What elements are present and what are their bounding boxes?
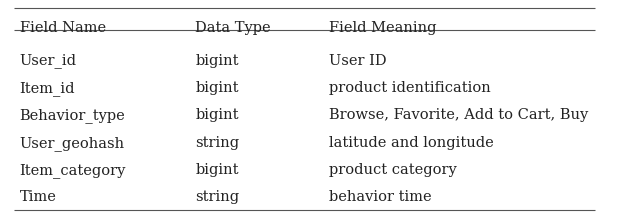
Text: Time: Time xyxy=(20,190,56,204)
Text: string: string xyxy=(195,190,239,204)
Text: string: string xyxy=(195,136,239,150)
Text: User_id: User_id xyxy=(20,53,77,68)
Text: User ID: User ID xyxy=(329,53,387,68)
Text: bigint: bigint xyxy=(195,53,239,68)
Text: User_geohash: User_geohash xyxy=(20,136,125,150)
Text: Behavior_type: Behavior_type xyxy=(20,108,125,123)
Text: Item_category: Item_category xyxy=(20,163,126,178)
Text: bigint: bigint xyxy=(195,163,239,177)
Text: Field Name: Field Name xyxy=(20,21,106,35)
Text: product category: product category xyxy=(329,163,456,177)
Text: bigint: bigint xyxy=(195,81,239,95)
Text: bigint: bigint xyxy=(195,108,239,122)
Text: Data Type: Data Type xyxy=(195,21,271,35)
Text: product identification: product identification xyxy=(329,81,490,95)
Text: Item_id: Item_id xyxy=(20,81,75,96)
Text: Field Meaning: Field Meaning xyxy=(329,21,436,35)
Text: latitude and longitude: latitude and longitude xyxy=(329,136,493,150)
Text: Browse, Favorite, Add to Cart, Buy: Browse, Favorite, Add to Cart, Buy xyxy=(329,108,588,122)
Text: behavior time: behavior time xyxy=(329,190,431,204)
